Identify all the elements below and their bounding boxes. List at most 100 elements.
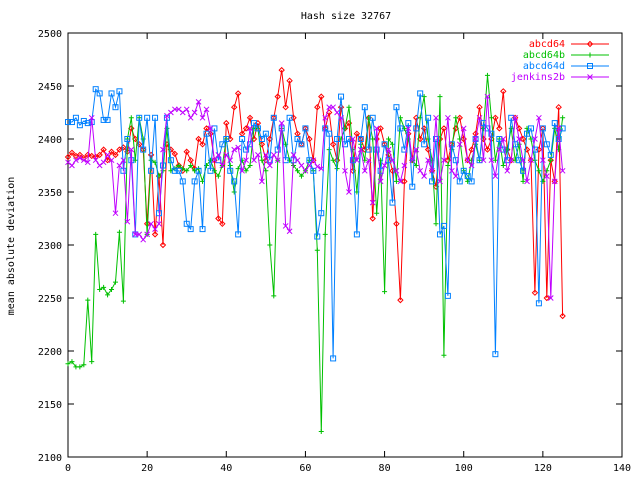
data-point-abcd64 (318, 93, 325, 100)
plot-frame (67, 32, 623, 458)
data-point-abcd64 (116, 146, 123, 153)
legend-label-jenkins2b: jenkins2b (511, 72, 565, 83)
data-point-abcd64d (76, 122, 83, 129)
data-point-abcd64b (488, 115, 494, 121)
data-point-jenkins2b (346, 189, 352, 195)
data-point-jenkins2b (318, 165, 325, 172)
data-point-jenkins2b (259, 178, 265, 185)
data-point-abcd64d (468, 178, 475, 185)
data-point-abcd64 (136, 141, 143, 148)
data-point-abcd64d (527, 125, 534, 132)
data-point-abcd64b (243, 168, 249, 174)
y-tick-label: 2200 (38, 347, 62, 358)
data-point-abcd64b (105, 292, 111, 298)
data-point-jenkins2b (409, 157, 416, 164)
data-point-abcd64d (547, 151, 554, 158)
data-point-abcd64 (234, 90, 242, 97)
data-point-jenkins2b (251, 157, 257, 164)
data-point-abcd64b (492, 157, 498, 163)
data-point-abcd64b (389, 141, 395, 147)
data-point-abcd64b (69, 359, 75, 365)
data-point-jenkins2b (559, 167, 566, 174)
data-point-jenkins2b (468, 162, 475, 169)
data-point-abcd64d (496, 136, 503, 142)
data-point-abcd64d (393, 104, 400, 111)
data-point-abcd64b (65, 361, 71, 367)
data-point-jenkins2b (294, 157, 301, 164)
data-point-jenkins2b (120, 157, 127, 164)
data-point-abcd64 (555, 103, 562, 111)
data-point-abcd64d (476, 157, 483, 164)
data-point-abcd64d (417, 90, 424, 97)
data-point-jenkins2b (84, 159, 91, 166)
data-point-abcd64d (219, 141, 226, 148)
data-point-abcd64d (389, 199, 396, 206)
data-point-jenkins2b (373, 125, 380, 132)
data-point-jenkins2b (417, 167, 424, 174)
data-point-jenkins2b (520, 157, 526, 164)
data-point-jenkins2b (227, 157, 234, 164)
data-point-abcd64d (152, 114, 159, 121)
data-point-abcd64d (183, 220, 190, 227)
data-point-jenkins2b (239, 167, 245, 174)
data-point-abcd64 (100, 146, 107, 153)
data-point-jenkins2b (536, 114, 542, 121)
data-point-abcd64b (314, 247, 320, 253)
data-point-abcd64d (243, 146, 250, 153)
data-point-abcd64d (314, 233, 321, 240)
data-point-jenkins2b (330, 104, 336, 111)
data-point-jenkins2b (128, 146, 135, 153)
data-point-abcd64d (381, 141, 388, 148)
data-point-abcd64 (531, 289, 539, 296)
data-point-abcd64d (116, 88, 123, 95)
data-point-abcd64b (93, 231, 99, 237)
data-point-abcd64b (322, 231, 328, 237)
data-point-jenkins2b (452, 173, 459, 179)
data-point-abcd64d (68, 119, 75, 126)
y-axis-label: mean absolute deviation (6, 177, 17, 315)
data-point-abcd64 (306, 135, 313, 143)
data-point-abcd64 (393, 220, 400, 228)
data-point-abcd64d (254, 125, 261, 132)
data-point-abcd64d (179, 178, 186, 185)
data-point-abcd64 (500, 88, 507, 95)
x-tick-label: 140 (613, 463, 631, 474)
data-point-abcd64b (109, 287, 115, 293)
data-point-abcd64 (464, 156, 471, 164)
legend-label-abcd64b: abcd64b (523, 50, 565, 61)
data-point-abcd64d (124, 136, 131, 142)
data-point-abcd64d (413, 125, 420, 132)
data-point-abcd64 (519, 135, 527, 143)
data-point-jenkins2b (365, 157, 372, 164)
data-point-abcd64d (484, 125, 491, 132)
data-point-abcd64b (560, 115, 566, 121)
data-point-jenkins2b (354, 157, 360, 164)
data-point-abcd64d (136, 114, 143, 121)
data-point-abcd64d (429, 178, 436, 185)
data-point-abcd64d (199, 226, 206, 233)
x-tick-label: 20 (141, 463, 153, 474)
data-point-jenkins2b (342, 167, 348, 174)
x-tick-label: 120 (534, 463, 552, 474)
data-point-abcd64b (382, 289, 388, 295)
data-point-abcd64d (112, 104, 119, 111)
data-point-jenkins2b (290, 152, 297, 158)
data-point-jenkins2b (500, 136, 507, 142)
data-point-abcd64d (353, 231, 360, 238)
data-point-jenkins2b (401, 162, 408, 169)
data-point-jenkins2b (429, 167, 435, 174)
data-point-abcd64b (89, 359, 95, 365)
data-point-jenkins2b (116, 162, 123, 169)
data-point-jenkins2b (203, 106, 210, 113)
data-point-jenkins2b (310, 157, 317, 164)
data-point-abcd64d (425, 114, 432, 121)
data-point-jenkins2b (476, 114, 483, 121)
data-point-jenkins2b (480, 157, 487, 164)
legend-label-abcd64d: abcd64d (523, 61, 565, 72)
data-point-abcd64d (508, 114, 515, 121)
data-point-abcd64d (444, 292, 451, 299)
data-point-abcd64b (116, 229, 122, 235)
x-tick-label: 100 (455, 463, 473, 474)
data-point-jenkins2b (199, 114, 206, 121)
data-point-jenkins2b (247, 125, 253, 132)
